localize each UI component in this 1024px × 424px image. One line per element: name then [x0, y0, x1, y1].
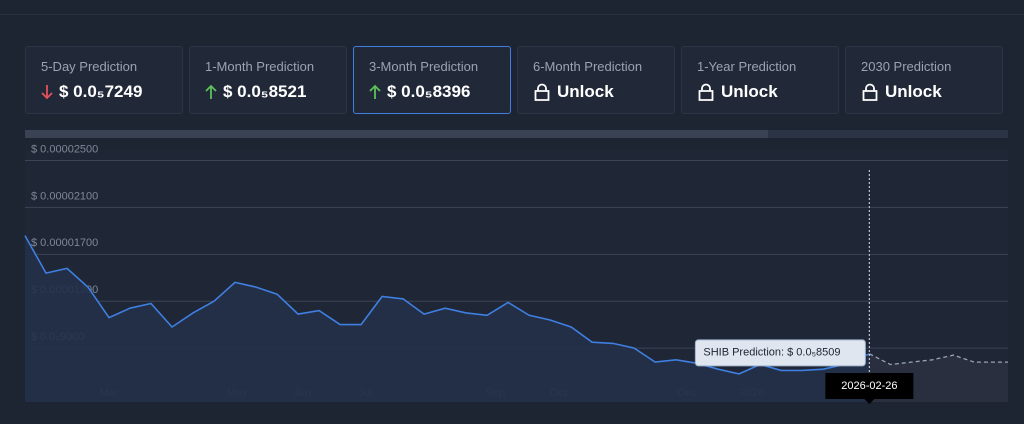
card-value-row: $ 0.0₅8396 [369, 82, 470, 102]
prediction-card[interactable]: 2030 Prediction Unlock [845, 46, 1003, 114]
line [869, 353, 1008, 366]
x-tick-label: Jun [293, 387, 311, 399]
card-label: 2030 Prediction [861, 59, 952, 74]
prediction-card[interactable]: 3-Month Prediction $ 0.0₅8396 [353, 46, 511, 114]
tooltip-box [694, 339, 866, 367]
card-value: $ 0.0₅8396 [387, 82, 471, 101]
scroll-thumb[interactable] [25, 130, 768, 138]
y-tick-label: $ 0.0₅9000 [31, 331, 84, 343]
lock-icon [534, 83, 550, 101]
card-label: 5-Day Prediction [41, 59, 138, 74]
card-label: 1-Month Prediction [205, 59, 315, 74]
card-value-row: $ 0.0₅7249 [41, 82, 142, 102]
y-tick-label: $ 0.00001700 [31, 237, 98, 249]
tooltip-text: SHIB Prediction: $ 0.0₅8509 [703, 347, 840, 359]
card-value: Unlock [557, 82, 614, 101]
lock-icon [698, 83, 714, 101]
card-value: $ 0.0₅8521 [223, 82, 307, 101]
lock-icon [862, 83, 878, 101]
plot-area [25, 150, 1008, 402]
card-value-row: $ 0.0₅8521 [205, 82, 306, 102]
date-label: 2026-02-26 [841, 380, 897, 392]
up-arrow [205, 84, 217, 99]
card-value-row: Unlock [533, 82, 614, 102]
card-value: Unlock [885, 82, 942, 101]
area [869, 353, 1008, 402]
down-arrow [41, 85, 53, 100]
y-tick-label: $ 0.00002500 [31, 143, 98, 155]
date-box [825, 373, 914, 399]
x-tick-label: 2026 [740, 387, 764, 399]
scrollbar[interactable] [25, 130, 1008, 138]
x-tick-label: Sep [486, 387, 506, 399]
date-pointer [864, 399, 875, 404]
x-tick-label: Mar [100, 387, 119, 399]
y-tick-label: $ 0.00001300 [31, 284, 98, 296]
line [24, 235, 870, 375]
prediction-card[interactable]: 5-Day Prediction $ 0.0₅7249 [25, 46, 183, 114]
card-value-row: Unlock [861, 82, 942, 102]
up-arrow [369, 84, 381, 99]
card-label: 3-Month Prediction [369, 59, 479, 74]
prediction-card[interactable]: 1-Year Prediction Unlock [681, 46, 839, 114]
y-tick-label: $ 0.00002100 [31, 190, 98, 202]
card-value: Unlock [721, 82, 778, 101]
card-value-row: Unlock [697, 82, 778, 102]
prediction-card[interactable]: 6-Month Prediction Unlock [517, 46, 675, 114]
card-label: 1-Year Prediction [697, 59, 797, 74]
area [25, 235, 870, 402]
prediction-card[interactable]: 1-Month Prediction $ 0.0₅8521 [189, 46, 347, 114]
x-tick-label: Jul [358, 387, 372, 399]
x-tick-label: Dec [677, 387, 697, 399]
divider [0, 14, 1024, 15]
card-label: 6-Month Prediction [533, 59, 643, 74]
card-value: $ 0.0₅7249 [59, 82, 143, 101]
x-tick-label: Oct [550, 387, 567, 399]
x-tick-label: May [227, 387, 248, 399]
